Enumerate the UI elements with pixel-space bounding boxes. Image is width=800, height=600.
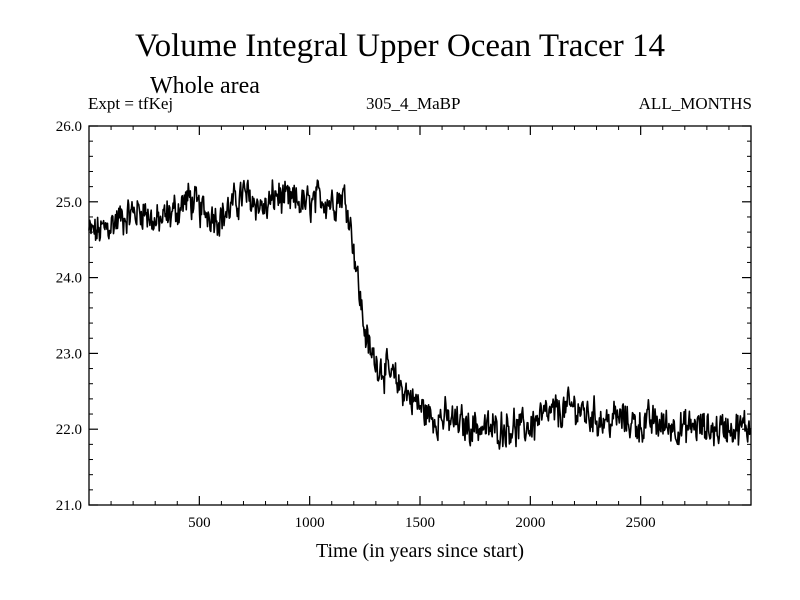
- y-tick-label: 22.0: [56, 422, 82, 438]
- y-tick-label: 26.0: [56, 119, 82, 135]
- y-tick-label: 24.0: [56, 271, 82, 287]
- x-tick-label: 1000: [295, 515, 325, 531]
- chart-title: Volume Integral Upper Ocean Tracer 14: [135, 28, 665, 64]
- x-tick-label: 1500: [405, 515, 435, 531]
- x-axis-label: Time (in years since start): [316, 540, 524, 562]
- months-label: ALL_MONTHS: [638, 94, 752, 113]
- chart-subtitle: Whole area: [150, 73, 260, 99]
- y-tick-label: 21.0: [56, 498, 82, 514]
- x-tick-label: 2500: [626, 515, 656, 531]
- y-tick-label: 23.0: [56, 346, 82, 362]
- series-line-0: [88, 179, 752, 450]
- run-label: 305_4_MaBP: [366, 94, 461, 113]
- experiment-label: Expt = tfKej: [88, 94, 174, 113]
- plot-frame: [88, 125, 752, 506]
- x-tick-label: 2000: [515, 515, 545, 531]
- y-tick-label: 25.0: [56, 195, 82, 211]
- x-tick-label: 500: [188, 515, 211, 531]
